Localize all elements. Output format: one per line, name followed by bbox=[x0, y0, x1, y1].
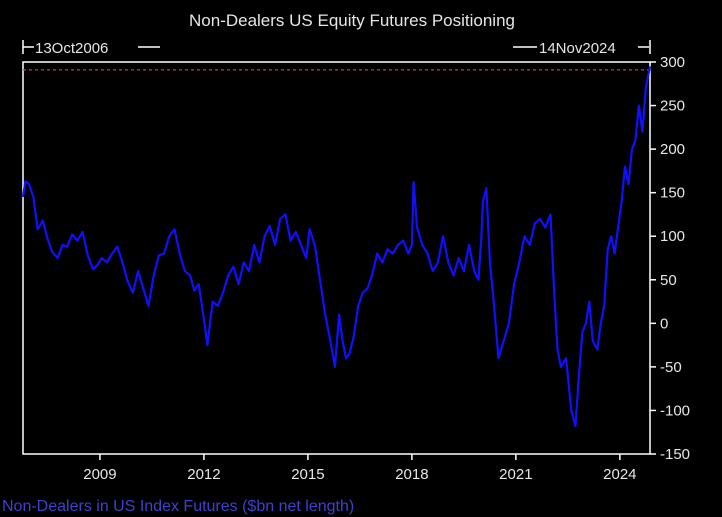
start-date-label: 13Oct2006 bbox=[35, 40, 108, 57]
chart-title: Non-Dealers US Equity Futures Positionin… bbox=[189, 11, 515, 30]
series-line-0 bbox=[21, 66, 652, 428]
x-tick-label: 2012 bbox=[187, 466, 220, 483]
x-tick-label: 2024 bbox=[603, 466, 636, 483]
footer-label: Non-Dealers in US Index Futures ($bn net… bbox=[2, 498, 354, 515]
y-tick-label: 250 bbox=[660, 98, 685, 115]
y-tick-label: -100 bbox=[660, 402, 690, 419]
x-tick-label: 2021 bbox=[499, 466, 532, 483]
end-date-label: 14Nov2024 bbox=[539, 40, 616, 57]
y-tick-label: 150 bbox=[660, 185, 685, 202]
y-tick-label: 100 bbox=[660, 228, 685, 245]
x-tick-label: 2015 bbox=[291, 466, 324, 483]
y-axis: 300 250 200 150 100 50 0 -50 -100 -150 bbox=[650, 54, 690, 463]
y-tick-label: -150 bbox=[660, 446, 690, 463]
y-tick-label: 0 bbox=[660, 315, 668, 332]
y-tick-label: -50 bbox=[660, 359, 682, 376]
series-group bbox=[21, 66, 652, 428]
end-date-marker: 14Nov2024 bbox=[513, 40, 651, 57]
y-tick-label: 200 bbox=[660, 141, 685, 158]
x-axis: 2009 2012 2015 2018 2021 2024 bbox=[83, 454, 637, 483]
start-date-marker: 13Oct2006 bbox=[22, 40, 160, 57]
y-tick-label: 50 bbox=[660, 272, 677, 289]
x-tick-label: 2018 bbox=[395, 466, 428, 483]
x-tick-label: 2009 bbox=[83, 466, 116, 483]
plot-frame bbox=[22, 61, 651, 455]
y-tick-label: 300 bbox=[660, 54, 685, 71]
